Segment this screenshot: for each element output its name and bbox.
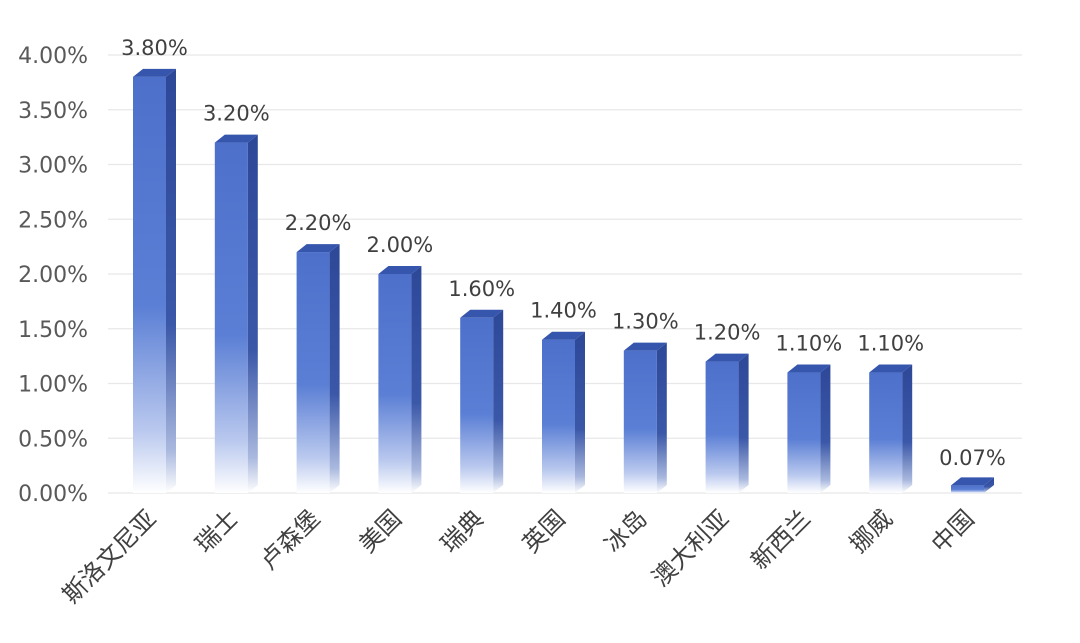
bar-side (902, 364, 913, 493)
bar-front (378, 274, 412, 493)
bar-front (623, 350, 657, 493)
bar-front (133, 76, 166, 494)
x-tick-label: 斯洛文尼亚 (57, 504, 162, 609)
grid-layer (108, 54, 1022, 494)
y-tick-label: 1.50% (18, 318, 88, 343)
bar-top (296, 244, 340, 253)
bar-front (296, 252, 330, 493)
x-tick-label: 卢森堡 (255, 504, 326, 575)
x-tick-label: 澳大利亚 (647, 504, 735, 592)
data-label: 0.07% (939, 446, 1006, 470)
bar-front (869, 372, 903, 493)
x-tick-label: 瑞典 (435, 504, 489, 558)
bar-top (869, 364, 913, 373)
data-label: 1.40% (530, 299, 597, 323)
x-tick-label: 新西兰 (745, 504, 816, 575)
y-tick-label: 2.00% (18, 263, 88, 288)
bar-front (542, 339, 575, 493)
bar-side (656, 342, 667, 493)
bar-front (705, 361, 739, 493)
bar (542, 331, 585, 493)
data-label: 1.60% (448, 277, 515, 301)
bar-side (493, 309, 504, 493)
x-tick-label: 瑞士 (190, 504, 244, 558)
bar (214, 134, 258, 493)
x-tick-label: 美国 (353, 504, 407, 558)
bar (705, 353, 749, 493)
data-label: 3.80% (121, 36, 188, 60)
bar-side (984, 477, 994, 493)
x-tick-label: 挪威 (844, 504, 898, 558)
bar (869, 364, 913, 493)
data-label: 1.20% (694, 321, 761, 345)
bars (133, 68, 994, 494)
y-tick-label: 2.50% (18, 208, 88, 233)
data-label: 1.30% (612, 310, 679, 334)
bar-front (460, 317, 494, 493)
y-tick-label: 0.50% (18, 427, 88, 452)
bar-top (787, 364, 831, 373)
bar-top (133, 68, 176, 77)
bar-side (411, 266, 422, 493)
bar-front (787, 372, 821, 493)
bar-top (460, 309, 504, 318)
y-tick-label: 3.00% (18, 154, 88, 179)
bar-top (951, 477, 994, 486)
bar (951, 477, 994, 493)
data-labels: 3.80% 3.20% 2.20% 2.00% 1.60% 1.40% 1.30% 1.20%… (121, 36, 1006, 470)
bar (133, 68, 176, 494)
bar (378, 266, 422, 493)
x-tick-label: 中国 (926, 504, 980, 558)
bar-side (166, 68, 176, 494)
bar (296, 244, 340, 493)
bar-side (575, 331, 585, 493)
data-label: 1.10% (857, 332, 924, 356)
y-tick-label: 4.00% (18, 44, 88, 69)
bar-side (738, 353, 749, 493)
y-tick-label: 0.00% (18, 482, 88, 507)
bar-top (705, 353, 749, 362)
x-tick-label: 英国 (517, 504, 571, 558)
data-label: 2.00% (367, 233, 434, 257)
y-axis: 0.00% 0.50% 1.00% 1.50% 2.00% 2.50% 3.00% 3.50%… (18, 44, 88, 507)
bar-side (247, 134, 258, 493)
bar-front (951, 485, 984, 493)
bar (460, 309, 504, 493)
bar-side (329, 244, 340, 493)
data-label: 3.20% (203, 102, 270, 126)
bar-side (820, 364, 831, 493)
bar-top (623, 342, 667, 351)
data-label: 1.10% (776, 332, 843, 356)
bar (623, 342, 667, 493)
bar-front (214, 142, 248, 493)
data-label: 2.20% (285, 211, 352, 235)
x-tick-label: 冰岛 (599, 504, 653, 558)
y-tick-label: 3.50% (18, 99, 88, 124)
bar-top (214, 134, 258, 143)
y-tick-label: 1.00% (18, 373, 88, 398)
bar-top (378, 266, 422, 274)
bar (787, 364, 831, 493)
bar-top (542, 331, 585, 340)
